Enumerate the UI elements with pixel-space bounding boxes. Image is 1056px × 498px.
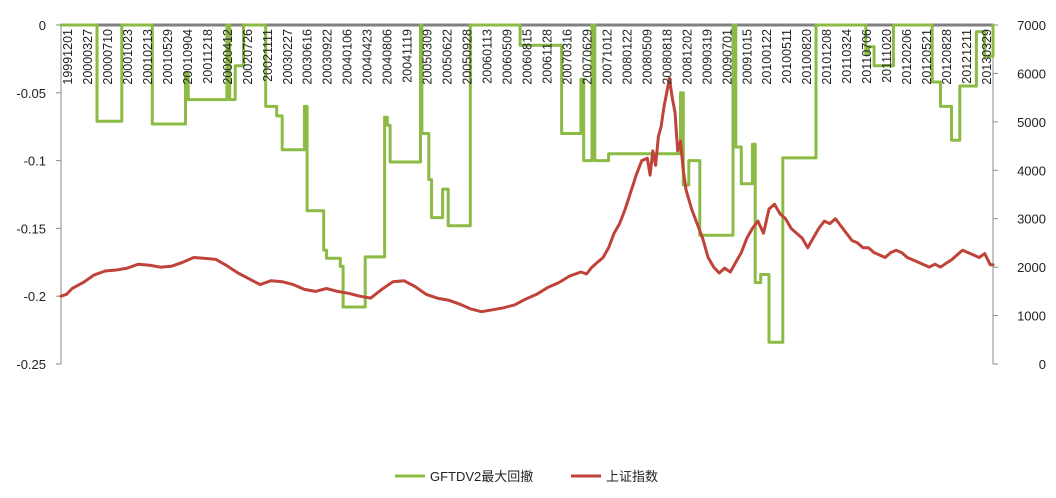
x-tick-label: 20030616 bbox=[301, 29, 315, 85]
x-tick-label: 20011218 bbox=[201, 29, 215, 84]
x-tick-label: 20010213 bbox=[141, 29, 155, 85]
x-tick-label: 20010529 bbox=[161, 29, 175, 85]
x-tick-label: 20000327 bbox=[81, 29, 95, 85]
x-tick-label: 20100122 bbox=[760, 29, 774, 85]
right-tick-label: 5000 bbox=[1017, 115, 1046, 130]
left-tick-label: -0.1 bbox=[24, 154, 46, 169]
x-tick-label: 20061128 bbox=[541, 29, 555, 84]
x-tick-label: 20060509 bbox=[501, 29, 515, 85]
x-tick-label: 20020726 bbox=[241, 29, 255, 85]
x-tick-label: 20070629 bbox=[580, 29, 594, 85]
right-tick-label: 6000 bbox=[1017, 66, 1046, 81]
right-tick-label: 1000 bbox=[1017, 309, 1046, 324]
right-tick-label: 0 bbox=[1039, 357, 1046, 372]
x-tick-label: 20111020 bbox=[880, 29, 894, 83]
legend-item: 上证指数 bbox=[571, 469, 658, 484]
left-tick-label: -0.2 bbox=[24, 289, 46, 304]
left-tick-label: -0.25 bbox=[16, 357, 46, 372]
x-tick-label: 20100511 bbox=[780, 29, 794, 84]
x-tick-label: 20120206 bbox=[900, 29, 914, 85]
x-tick-label: 20040806 bbox=[381, 29, 395, 85]
x-tick-label: 20121211 bbox=[960, 29, 974, 84]
x-tick-label: 20000710 bbox=[101, 29, 115, 85]
x-tick-label: 20100820 bbox=[800, 29, 814, 85]
series-line-index bbox=[59, 76, 995, 314]
right-tick-label: 2000 bbox=[1017, 260, 1046, 275]
x-tick-label: 20080509 bbox=[640, 29, 654, 85]
x-tick-label: 20130329 bbox=[980, 29, 994, 85]
x-tick-label: 20020412 bbox=[221, 29, 235, 85]
x-tick-label: 20021111 bbox=[261, 29, 275, 82]
x-tick-label: 20050622 bbox=[441, 29, 455, 85]
x-tick-label: 20040423 bbox=[361, 29, 375, 85]
x-tick-label: 19991201 bbox=[61, 29, 75, 85]
x-tick-label: 20091015 bbox=[740, 29, 754, 85]
x-tick-label: 20030922 bbox=[321, 29, 335, 85]
x-tick-label: 20040106 bbox=[341, 29, 355, 85]
series-line-drawdown bbox=[59, 23, 995, 344]
left-tick-label: -0.05 bbox=[16, 86, 46, 101]
x-tick-label: 20041119 bbox=[401, 29, 415, 83]
left-tick-label: -0.15 bbox=[16, 221, 46, 236]
x-tick-label: 20071012 bbox=[600, 29, 614, 85]
x-tick-label: 20050309 bbox=[421, 29, 435, 85]
legend: GFTDV2最大回撤 上证指数 bbox=[395, 469, 658, 484]
left-tick-label: 0 bbox=[39, 18, 46, 33]
x-tick-label: 20030227 bbox=[281, 29, 295, 85]
x-tick-label: 20050928 bbox=[461, 29, 475, 85]
x-tick-label: 20110706 bbox=[860, 29, 874, 84]
x-tick-label: 20070316 bbox=[561, 29, 575, 85]
right-tick-label: 3000 bbox=[1017, 212, 1046, 227]
labels-layer: 0 -0.05 -0.1 -0.15 -0.2 -0.25 7000 6000 5000 4000… bbox=[16, 18, 1046, 372]
right-tick-label: 7000 bbox=[1017, 18, 1046, 33]
series-layer bbox=[59, 23, 995, 344]
x-tick-label: 20120521 bbox=[920, 29, 934, 85]
right-tick-label: 4000 bbox=[1017, 163, 1046, 178]
x-tick-label: 20060113 bbox=[481, 29, 495, 84]
x-tick-label: 20080818 bbox=[660, 29, 674, 85]
x-tick-label: 20060815 bbox=[521, 29, 535, 85]
x-tick-label: 20120828 bbox=[940, 29, 954, 85]
legend-label: 上证指数 bbox=[606, 469, 658, 484]
x-tick-label: 20090701 bbox=[720, 29, 734, 85]
x-tick-label: 20090319 bbox=[700, 29, 714, 85]
x-tick-label: 20001023 bbox=[121, 29, 135, 85]
x-tick-label: 20110324 bbox=[840, 29, 854, 84]
legend-label: GFTDV2最大回撤 bbox=[430, 469, 533, 484]
legend-item: GFTDV2最大回撤 bbox=[395, 469, 533, 484]
x-tick-label: 20081202 bbox=[680, 29, 694, 85]
x-tick-label: 20010904 bbox=[181, 29, 195, 85]
x-tick-label: 20080122 bbox=[620, 29, 634, 85]
x-tick-label: 20101208 bbox=[820, 29, 834, 85]
